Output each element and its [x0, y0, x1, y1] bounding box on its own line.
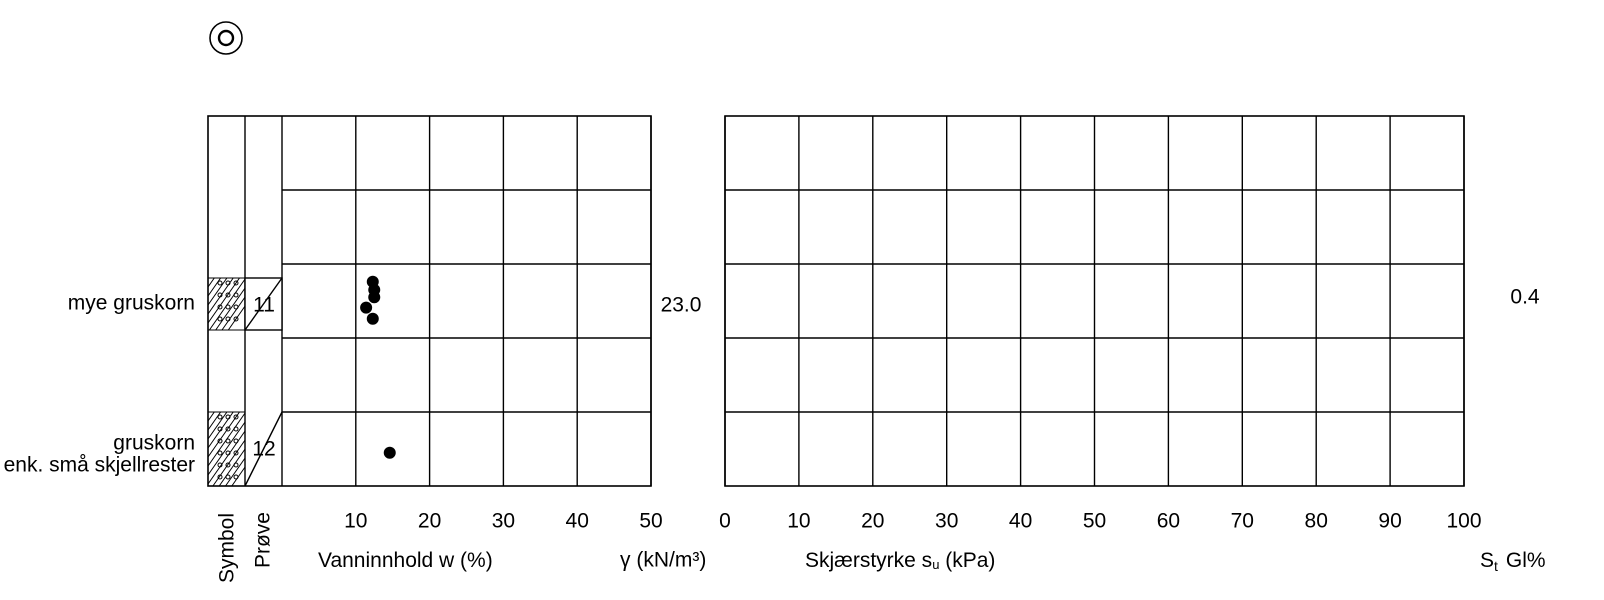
- layer-description: mye gruskorn: [68, 292, 195, 315]
- x-tick-label: 40: [1009, 510, 1032, 533]
- soil-symbol: [207, 277, 246, 487]
- x-tick-label: 60: [1157, 510, 1180, 533]
- layer-description: enk. små skjellrester: [4, 454, 195, 477]
- layer-description: gruskorn: [113, 432, 195, 455]
- sensitivity-value: 0.4: [1510, 286, 1540, 309]
- sample-box: [244, 411, 283, 487]
- x-axis-label-text: Skjærstyrke s: [805, 549, 932, 572]
- x-tick-label: 0: [719, 510, 731, 533]
- x-tick-label: 80: [1305, 510, 1328, 533]
- x-tick-label: 50: [639, 510, 662, 533]
- data-point: [366, 312, 379, 325]
- column-label: St Gl%: [1480, 549, 1546, 574]
- density-value: 23.0: [661, 294, 702, 317]
- x-tick-label: 10: [787, 510, 810, 533]
- x-axis-label-text: Vanninnhold w (%): [318, 549, 493, 572]
- x-tick-label: 70: [1231, 510, 1254, 533]
- x-tick-label: 20: [861, 510, 884, 533]
- x-axis-label: Skjærstyrke su (kPa): [805, 549, 995, 573]
- column-label: Symbol: [216, 513, 239, 583]
- sample-box: [244, 277, 283, 331]
- x-axis-label-unit: (kPa): [939, 549, 995, 572]
- x-tick-label: 30: [935, 510, 958, 533]
- data-point: [383, 446, 396, 459]
- x-tick-label: 30: [492, 510, 515, 533]
- column-label: γ (kN/m³): [620, 549, 706, 572]
- x-tick-label: 20: [418, 510, 441, 533]
- x-tick-label: 40: [566, 510, 589, 533]
- x-axis-label: Vanninnhold w (%): [318, 549, 493, 572]
- x-tick-label: 90: [1378, 510, 1401, 533]
- data-point: [360, 301, 373, 314]
- x-tick-label: 10: [344, 510, 367, 533]
- sample-number: 11: [253, 294, 275, 317]
- column-label: Prøve: [252, 512, 275, 568]
- x-axis-label-sub: u: [932, 557, 939, 572]
- data-point: [368, 291, 381, 304]
- sample-number: 12: [252, 438, 275, 461]
- x-tick-label: 100: [1446, 510, 1481, 533]
- x-tick-label: 50: [1083, 510, 1106, 533]
- icon: [209, 21, 243, 55]
